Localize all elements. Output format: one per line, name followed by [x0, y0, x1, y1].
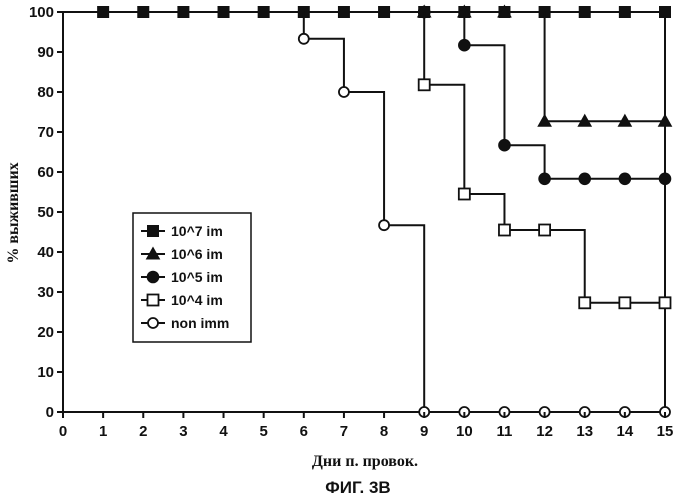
axis-layer: 0102030405060708090100012345678910111213…	[29, 4, 673, 440]
legend: 10^7 im 10^6 im 10^5 im 10^4 im non imm	[133, 213, 251, 342]
y-tick-label: 100	[29, 4, 54, 21]
legend-label: 10^6 im	[171, 246, 223, 262]
x-tick-label: 1	[99, 423, 107, 440]
x-tick-label: 5	[259, 423, 267, 440]
x-tick-label: 0	[59, 423, 67, 440]
series-line	[424, 12, 665, 121]
y-tick-label: 60	[37, 164, 54, 181]
legend-label: non imm	[171, 315, 229, 331]
x-tick-label: 8	[380, 423, 388, 440]
data-point	[499, 139, 511, 151]
data-point	[339, 87, 349, 97]
data-point	[619, 7, 630, 18]
x-tick-label: 15	[657, 423, 674, 440]
x-tick-label: 7	[340, 423, 348, 440]
y-tick-label: 40	[37, 244, 54, 261]
data-point	[579, 173, 591, 185]
data-point	[459, 39, 471, 51]
data-point	[539, 225, 550, 236]
figure-caption: ФИГ. 3В	[325, 478, 390, 497]
data-point	[579, 297, 590, 308]
y-tick-label: 10	[37, 364, 54, 381]
legend-marker	[148, 226, 159, 237]
data-point	[379, 220, 389, 230]
x-tick-label: 3	[179, 423, 187, 440]
data-point	[499, 225, 510, 236]
series-layer	[98, 6, 672, 418]
data-point	[419, 79, 430, 90]
data-point	[579, 7, 590, 18]
y-tick-label: 50	[37, 204, 54, 221]
x-tick-label: 13	[576, 423, 593, 440]
legend-item: 10^4 im	[141, 292, 223, 308]
x-tick-label: 6	[300, 423, 308, 440]
x-tick-label: 4	[219, 423, 228, 440]
x-tick-label: 14	[617, 423, 634, 440]
y-tick-label: 90	[37, 44, 54, 61]
plot-border	[63, 12, 665, 412]
legend-item: 10^5 im	[141, 269, 223, 285]
x-axis-title: Дни п. провок.	[312, 453, 418, 470]
data-point	[660, 7, 671, 18]
y-tick-label: 20	[37, 324, 54, 341]
data-point	[659, 173, 671, 185]
x-tick-label: 12	[536, 423, 553, 440]
y-tick-label: 30	[37, 284, 54, 301]
plot-frame	[63, 12, 665, 412]
y-tick-label: 0	[46, 404, 54, 421]
legend-item: non imm	[141, 315, 229, 331]
x-tick-label: 10	[456, 423, 473, 440]
legend-label: 10^4 im	[171, 292, 223, 308]
y-tick-label: 80	[37, 84, 54, 101]
data-point	[619, 173, 631, 185]
legend-marker	[148, 295, 159, 306]
legend-item: 10^7 im	[141, 223, 223, 239]
data-point	[299, 34, 309, 44]
legend-label: 10^5 im	[171, 269, 223, 285]
data-point	[660, 297, 671, 308]
y-tick-label: 70	[37, 124, 54, 141]
data-point	[338, 7, 349, 18]
x-tick-label: 9	[420, 423, 428, 440]
legend-marker	[148, 318, 158, 328]
y-axis-title: % выживших	[5, 162, 22, 263]
series-line	[103, 12, 665, 412]
legend-marker	[147, 271, 159, 283]
data-point	[379, 7, 390, 18]
data-point	[459, 189, 470, 200]
data-point	[619, 297, 630, 308]
x-tick-label: 11	[497, 423, 513, 440]
series-2	[418, 6, 672, 127]
x-tick-label: 2	[139, 423, 147, 440]
legend-label: 10^7 im	[171, 223, 223, 239]
data-point	[539, 173, 551, 185]
